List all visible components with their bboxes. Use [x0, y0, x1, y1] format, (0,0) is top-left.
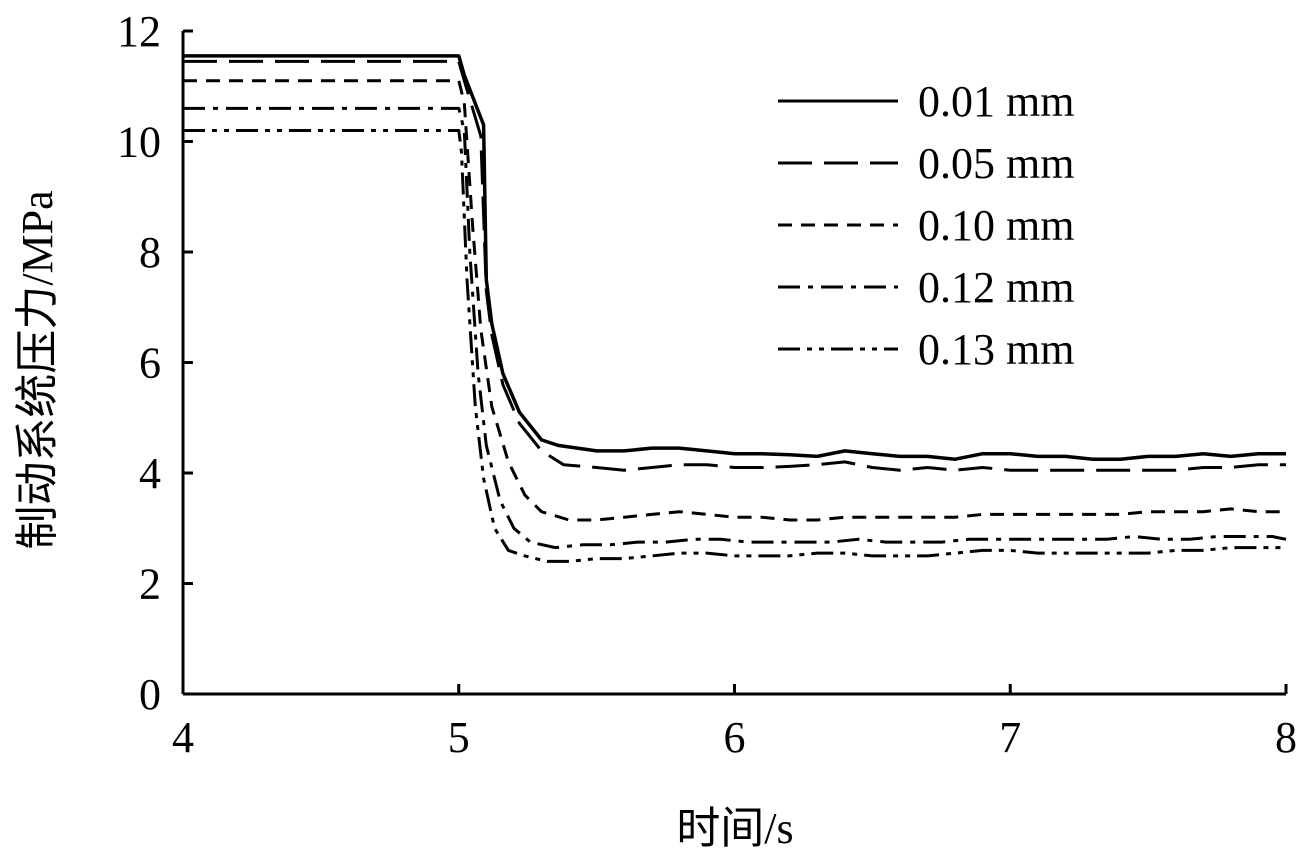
legend: 0.01 mm 0.05 mm 0.10 mm 0.12 mm 0.13 mm: [778, 77, 1074, 374]
series-line: [183, 106, 1287, 550]
y-tick-label: 6: [139, 339, 161, 388]
y-tick-label: 2: [139, 560, 161, 609]
y-tick-label: 12: [117, 7, 161, 56]
series-layer: [183, 54, 1287, 563]
legend-label: 0.12 mm: [918, 263, 1074, 312]
x-tick-label: 6: [724, 713, 746, 762]
y-axis-ticks: 0 2 4 6 8 10 12: [117, 7, 193, 719]
y-tick-label: 8: [139, 228, 161, 277]
y-tick-label: 10: [117, 118, 161, 167]
y-tick-label: 4: [139, 449, 161, 498]
x-tick-label: 7: [999, 713, 1021, 762]
series-line: [183, 129, 1286, 563]
series-line: [183, 79, 1286, 522]
legend-label: 0.13 mm: [918, 325, 1074, 374]
legend-label: 0.01 mm: [918, 77, 1074, 126]
series-line: [183, 59, 1286, 472]
x-axis-ticks: 4 5 6 7 8: [172, 684, 1297, 762]
legend-label: 0.05 mm: [918, 139, 1074, 188]
y-axis-title: 制动系统压力/MPa: [13, 190, 62, 549]
x-tick-label: 8: [1275, 713, 1297, 762]
x-axis-title: 时间/s: [676, 804, 793, 853]
x-tick-label: 5: [448, 713, 470, 762]
series-line: [183, 54, 1286, 461]
y-tick-label: 0: [139, 670, 161, 719]
x-tick-label: 4: [172, 713, 194, 762]
legend-label: 0.10 mm: [918, 201, 1074, 250]
